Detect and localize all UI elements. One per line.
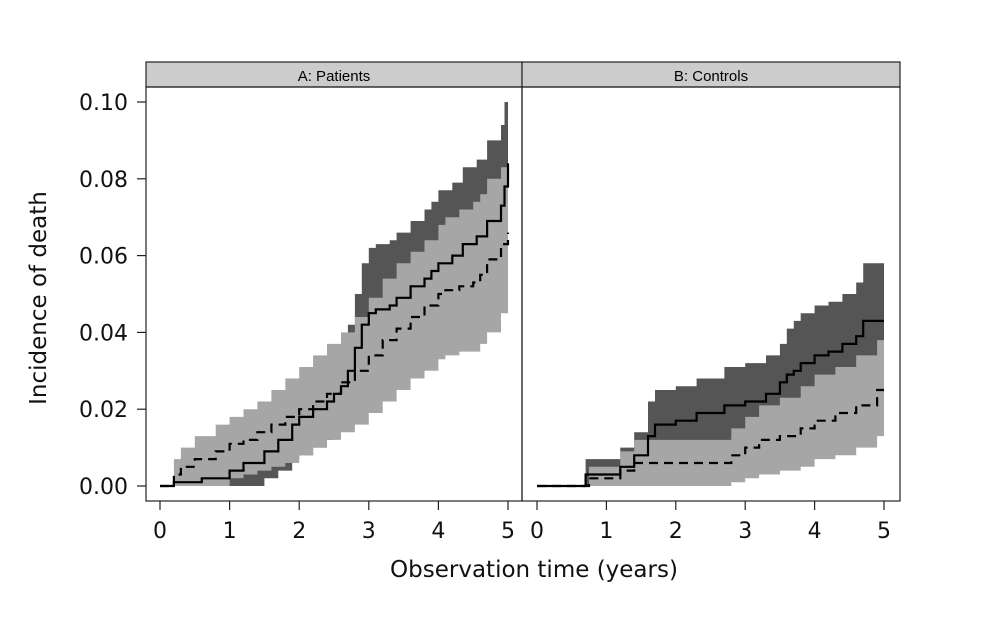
panel-b-lines (537, 319, 884, 488)
panel-b-band-dashed (537, 340, 884, 486)
x-tick-label: 1 (599, 519, 613, 544)
y-axis-title: Incidence of death (26, 191, 52, 405)
panel-b-bands (537, 263, 884, 486)
x-axis-a: 0 1 2 3 4 5 (153, 501, 515, 544)
x-tick-label: 5 (877, 519, 891, 544)
panel-b-frame (521, 86, 901, 502)
panel-a: A: Patients (145, 61, 523, 502)
y-tick-label: 0.00 (79, 475, 128, 500)
y-tick-label: 0.02 (79, 398, 128, 423)
panel-b-line-dashed (537, 388, 884, 488)
x-axis-title: Observation time (years) (390, 557, 678, 583)
y-tick-label: 0.04 (79, 321, 128, 346)
panel-a-band-dashed (160, 155, 508, 487)
panel-a-title: A: Patients (298, 68, 371, 85)
panel-a-lines (160, 163, 510, 488)
panel-b-line-solid (537, 319, 884, 488)
y-axis: 0.00 0.02 0.04 0.06 0.08 0.10 (79, 91, 146, 500)
panel-b-title: B: Controls (674, 68, 748, 85)
panel-a-bands (160, 86, 508, 487)
x-tick-label: 5 (501, 519, 515, 544)
panel-b: B: Controls (521, 61, 901, 502)
y-tick-label: 0.08 (79, 168, 128, 193)
panel-a-strip (145, 61, 523, 88)
y-tick-label: 0.10 (79, 91, 128, 116)
x-tick-label: 2 (292, 519, 306, 544)
x-tick-label: 1 (223, 519, 237, 544)
x-tick-label: 4 (808, 519, 822, 544)
x-axis-b: 0 1 2 3 4 5 (530, 501, 891, 544)
x-tick-label: 3 (738, 519, 752, 544)
y-tick-label: 0.06 (79, 245, 128, 270)
panel-a-line-solid (160, 163, 510, 488)
x-tick-label: 4 (431, 519, 445, 544)
panel-a-line-dashed (160, 232, 510, 488)
x-tick-label: 0 (530, 519, 544, 544)
x-tick-label: 3 (362, 519, 376, 544)
x-tick-label: 0 (153, 519, 167, 544)
x-tick-label: 2 (669, 519, 683, 544)
